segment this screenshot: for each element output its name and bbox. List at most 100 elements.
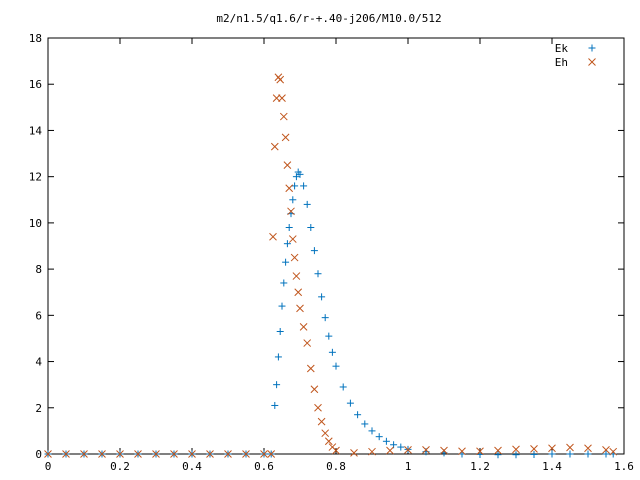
data-point	[494, 446, 502, 455]
data-point	[375, 433, 383, 441]
data-point	[382, 437, 390, 445]
data-point	[272, 94, 281, 102]
data-point	[278, 302, 286, 310]
data-point	[314, 403, 322, 412]
data-point	[307, 224, 315, 232]
data-point	[494, 451, 502, 459]
series-eh	[44, 73, 618, 458]
data-point	[368, 427, 376, 435]
data-point	[282, 258, 290, 266]
x-tick-label: 1.4	[542, 460, 562, 473]
data-point	[512, 445, 520, 454]
data-point	[476, 450, 484, 458]
x-tick-label: 1.6	[614, 460, 634, 473]
data-point	[206, 450, 214, 458]
x-tick-label: 1.2	[470, 460, 490, 473]
data-point	[314, 270, 322, 278]
data-point	[397, 443, 405, 451]
data-point	[279, 112, 288, 121]
data-point	[285, 224, 293, 232]
data-point	[296, 304, 304, 313]
data-point	[602, 445, 610, 454]
data-point	[386, 446, 394, 455]
legend: Ek Eh	[555, 42, 596, 69]
data-point	[260, 450, 268, 458]
series-ek	[44, 168, 617, 459]
data-point	[332, 362, 340, 370]
x-tick-label: 0	[45, 460, 52, 473]
data-point	[134, 450, 142, 458]
data-point	[609, 447, 618, 456]
y-axis: 0 2 4 6 8 10 12 14 16 18	[29, 32, 624, 461]
data-point	[289, 196, 297, 204]
data-point	[116, 450, 124, 458]
data-point	[332, 446, 340, 455]
data-point	[548, 444, 556, 453]
data-point	[306, 364, 315, 373]
data-point	[292, 272, 301, 280]
x-tick-label: 1	[405, 460, 412, 473]
legend-label-eh: Eh	[555, 56, 568, 69]
data-point	[321, 429, 330, 438]
x-tick-label: 0.8	[326, 460, 346, 473]
x-tick-label: 0.4	[182, 460, 202, 473]
data-point	[267, 450, 276, 458]
data-point	[152, 450, 160, 458]
y-tick-label: 0	[35, 448, 42, 461]
data-point	[299, 323, 308, 331]
data-point	[271, 401, 279, 409]
data-point	[317, 417, 326, 426]
data-point	[584, 444, 592, 453]
y-tick-label: 4	[35, 356, 42, 369]
data-point	[476, 447, 484, 456]
data-point	[310, 247, 318, 255]
data-point	[288, 235, 297, 243]
data-point	[584, 450, 592, 458]
data-point	[170, 450, 178, 458]
data-point	[346, 399, 354, 407]
data-point	[270, 142, 279, 151]
y-tick-label: 2	[35, 402, 42, 415]
data-point	[280, 279, 288, 287]
data-point	[44, 450, 52, 458]
data-point	[530, 445, 538, 453]
x-tick-label: 0.6	[254, 460, 274, 473]
data-point	[98, 450, 106, 458]
y-tick-label: 12	[29, 171, 42, 184]
plot-frame	[47, 37, 625, 455]
data-point	[290, 253, 299, 262]
data-point	[224, 450, 232, 458]
data-point	[324, 437, 333, 446]
data-point	[291, 182, 299, 190]
data-point	[269, 232, 277, 241]
data-point	[318, 293, 326, 301]
data-point	[350, 448, 358, 457]
data-point	[62, 450, 70, 458]
data-point	[440, 446, 448, 455]
data-point	[548, 450, 556, 458]
data-point	[303, 200, 311, 208]
data-point	[602, 450, 610, 458]
data-point	[285, 184, 294, 193]
data-point	[294, 288, 303, 297]
data-point	[300, 182, 308, 190]
data-point	[404, 445, 412, 454]
data-point	[361, 420, 369, 428]
chart-title: m2/n1.5/q1.6/r-+.40-j206/M10.0/512	[216, 12, 441, 25]
data-point	[242, 450, 250, 458]
legend-marker-eh	[588, 58, 596, 66]
data-point	[278, 94, 286, 102]
data-point	[281, 133, 290, 142]
data-point	[458, 447, 466, 456]
data-point	[287, 207, 295, 216]
data-point	[303, 339, 312, 347]
data-point	[274, 353, 282, 361]
data-point	[339, 383, 347, 391]
data-point	[283, 240, 291, 248]
data-point	[296, 170, 304, 178]
data-point	[273, 381, 281, 389]
data-point	[530, 450, 538, 458]
y-tick-label: 18	[29, 32, 42, 45]
x-axis: 0 0.2 0.4 0.6 0.8 1 1.2 1.4 1.6	[45, 38, 634, 473]
